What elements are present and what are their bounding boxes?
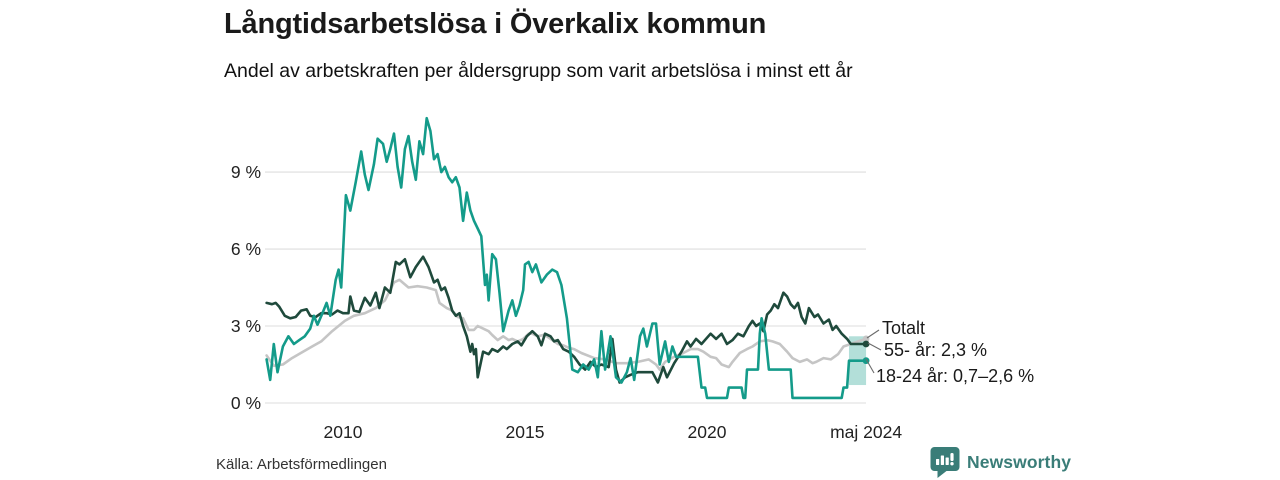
- x-axis-label-3: maj 2024: [830, 422, 902, 442]
- newsworthy-brand[interactable]: Newsworthy: [929, 446, 1071, 478]
- series-line-1-55-ar: [265, 255, 868, 384]
- annotation-label-2: 18-24 år: 0,7–2,6 %: [876, 366, 1034, 386]
- y-axis-label-0: 0 %: [231, 393, 261, 413]
- annotation-label-1: 55- år: 2,3 %: [884, 340, 987, 360]
- annotation-leader-1: [867, 342, 882, 351]
- y-axis-label-9: 9 %: [231, 162, 261, 182]
- annotation-label-0: Totalt: [882, 318, 925, 338]
- annotation-leader-0: [866, 329, 880, 339]
- series-line-2-18-24-ar: [265, 116, 868, 400]
- series-end-dot-1: [862, 340, 870, 348]
- chart-subtitle: Andel av arbetskraften per åldersgrupp s…: [224, 60, 853, 82]
- x-axis-label-0: 2010: [324, 422, 363, 442]
- annotation-leader-2: [865, 358, 875, 374]
- y-axis-label-3: 3 %: [231, 316, 261, 336]
- y-axis-label-6: 6 %: [231, 239, 261, 259]
- source-note: Källa: Arbetsförmedlingen: [216, 456, 387, 473]
- x-axis-label-1: 2015: [506, 422, 545, 442]
- newsworthy-logo-icon: [930, 447, 960, 478]
- x-axis-label-2: 2020: [688, 422, 727, 442]
- newsworthy-wordmark: Newsworthy: [967, 451, 1072, 472]
- chart-title: Långtidsarbetslösa i Överkalix kommun: [224, 8, 767, 40]
